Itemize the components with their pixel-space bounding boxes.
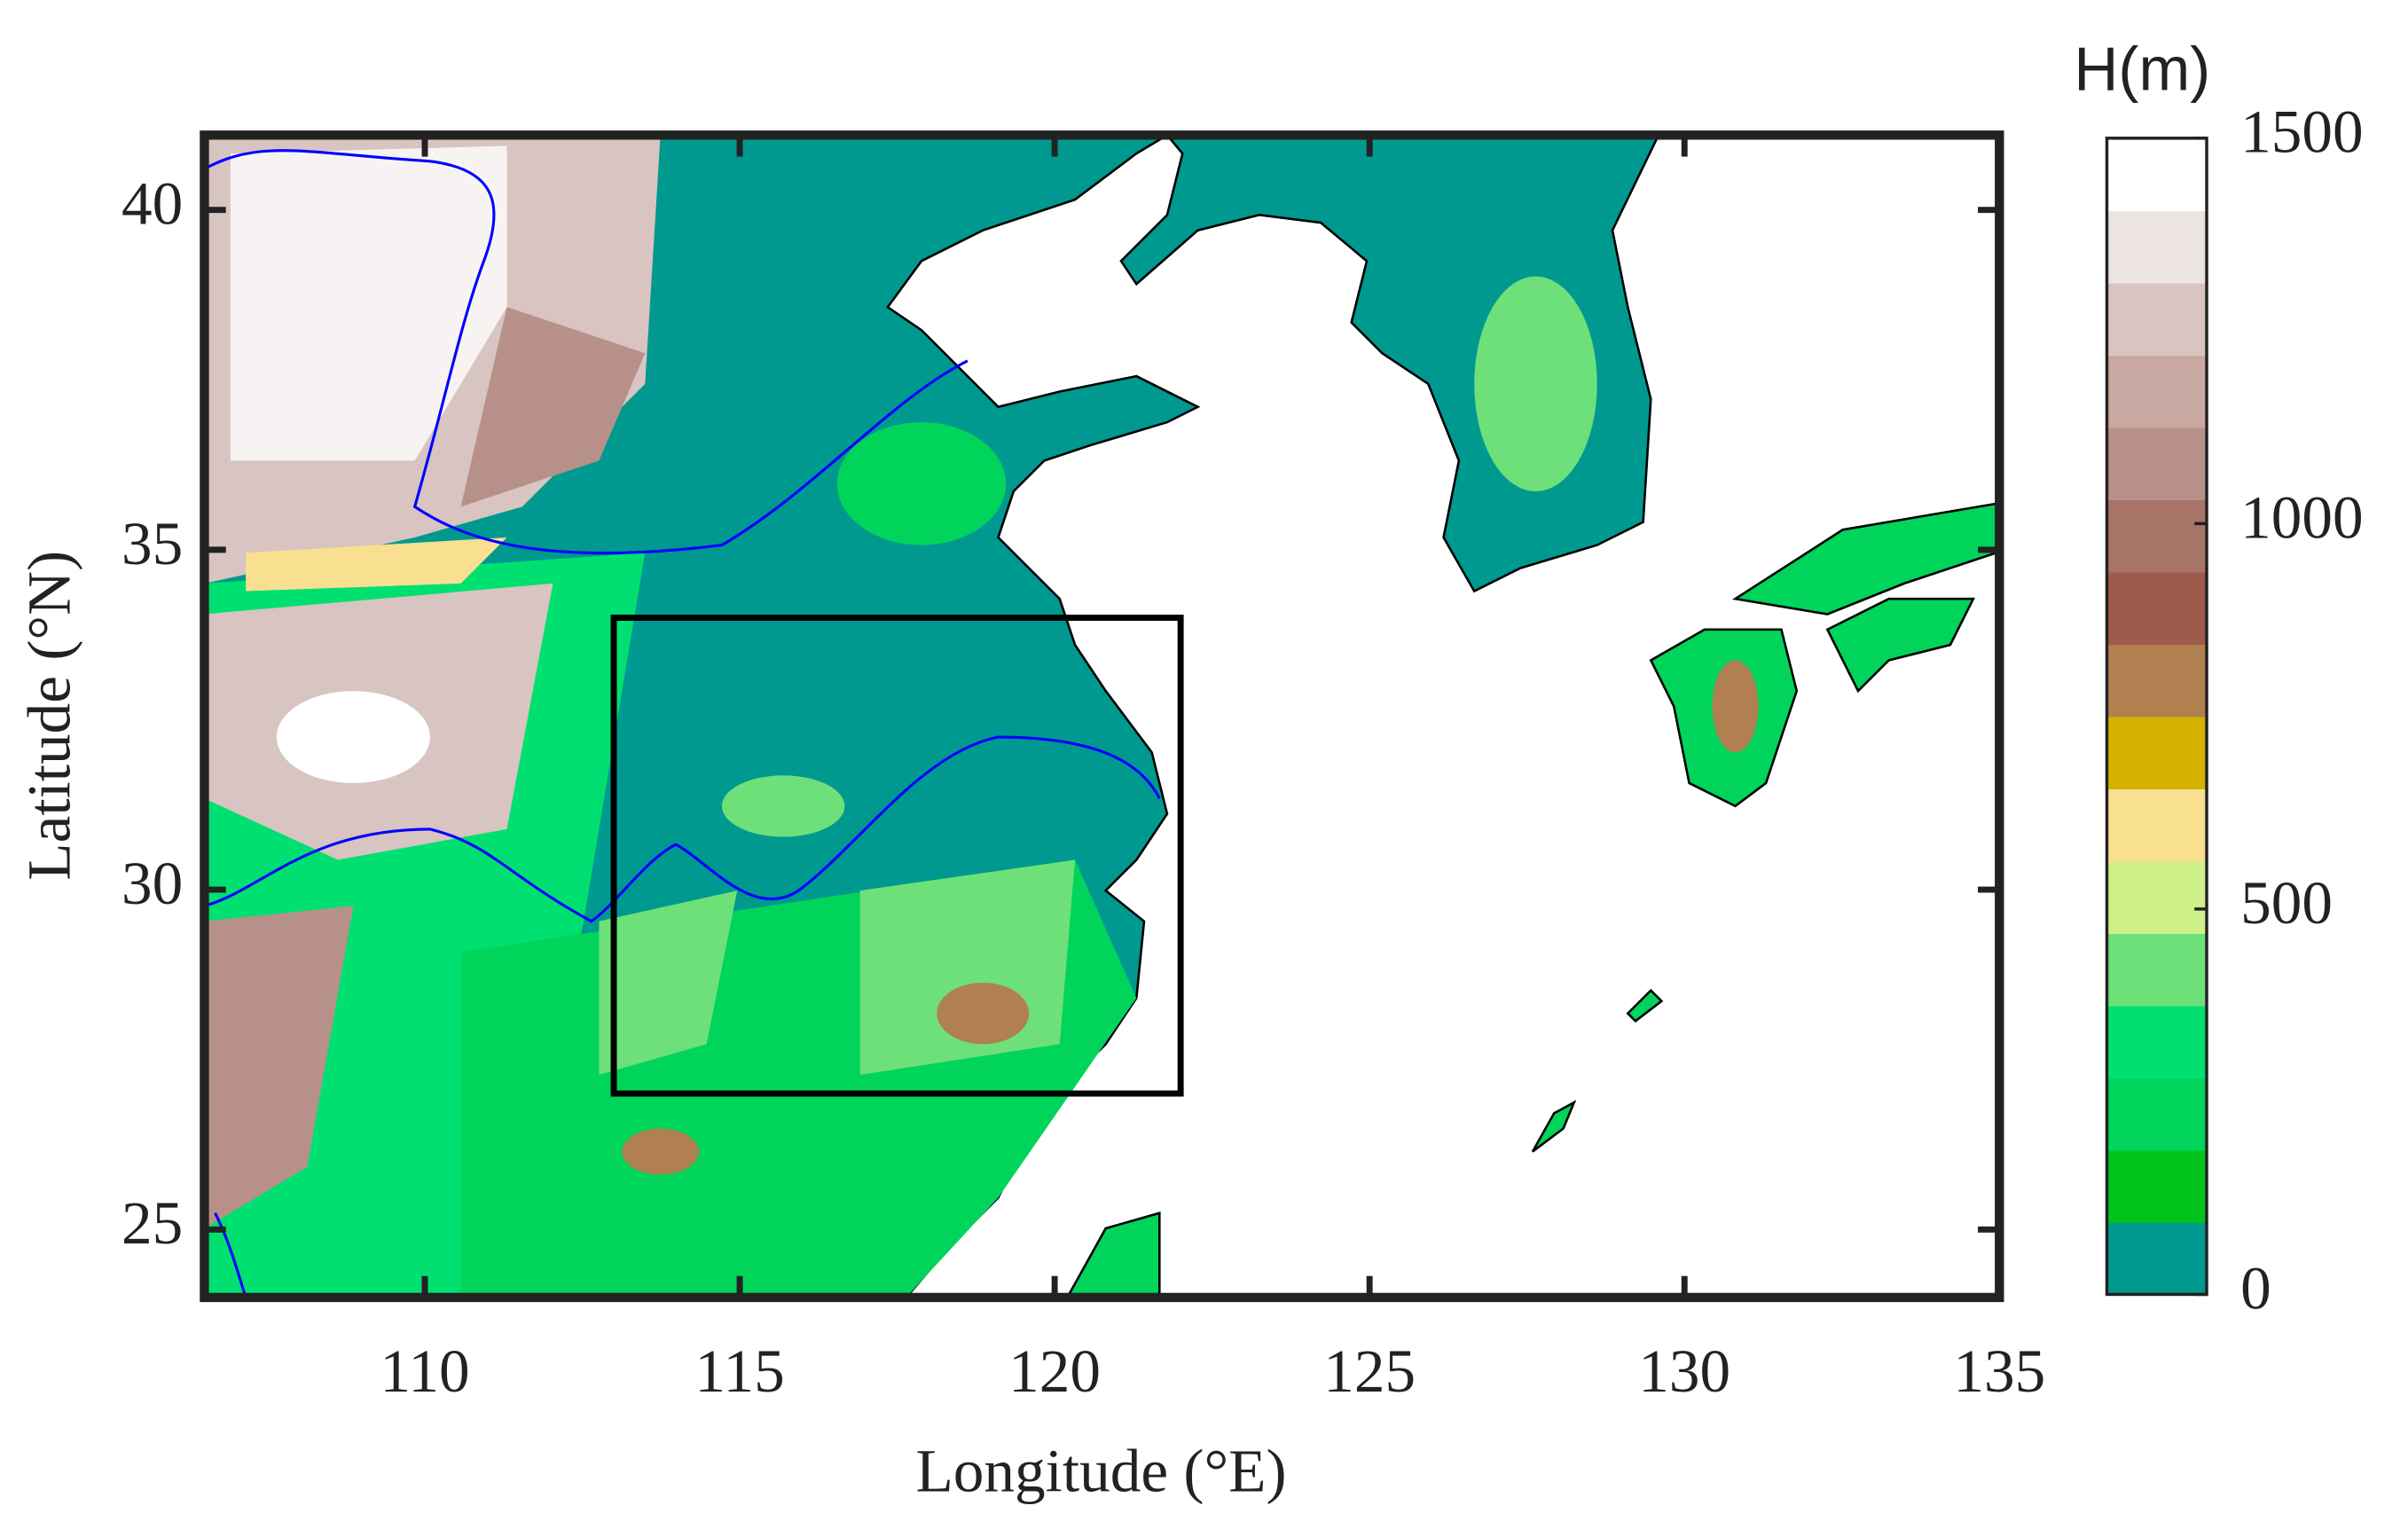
colorbar-tick-label: 1500 [2240,98,2364,166]
island [1531,988,1664,1153]
colorbar-band [2106,1149,2208,1223]
x-tick-label: 135 [1953,1337,2045,1405]
colorbar-band [2106,571,2208,646]
y-tick-label: 35 [122,509,183,577]
y-tick-label: 30 [122,849,183,917]
colorbar-band [2106,644,2208,718]
y-tick-label: 25 [122,1188,183,1257]
colorbar-tick-label: 1000 [2240,482,2364,551]
colorbar-band [2106,933,2208,1007]
colorbar-band [2106,716,2208,789]
colorbar-band [2106,1078,2208,1151]
colorbar-band [2106,860,2208,934]
colorbar-band [2106,282,2208,357]
colorbar-band [2106,1005,2208,1078]
yellow-river [204,149,969,555]
terrain [204,135,1759,1298]
study-box [610,615,1184,1097]
x-tick-label: 110 [380,1337,469,1405]
colorbar-band [2106,137,2208,212]
taiwan [1065,1211,1161,1298]
colorbar-frame [2105,137,2208,1297]
colorbar-band [2106,1221,2208,1296]
shikoku [1825,597,1975,694]
colorbar-band [2106,355,2208,428]
river [214,1212,247,1298]
x-tick-label: 125 [1323,1337,1416,1405]
colorbar-tick-label: 500 [2240,868,2333,937]
x-tick-label: 130 [1638,1337,1730,1405]
colorbar-band [2106,499,2208,573]
plot-frame [200,130,2004,1303]
colorbar-band [2106,210,2208,284]
y-tick-label: 40 [122,169,183,238]
colorbar-band [2106,788,2208,862]
colorbar-tick-label: 0 [2240,1253,2271,1321]
honshu [1731,502,1998,616]
colorbar-band [2106,427,2208,501]
colorbar-label: H(m) [2074,34,2210,103]
yangtze-river [204,735,1161,923]
x-tick-label: 120 [1008,1337,1101,1405]
y-axis-label: Latitude (°N) [14,551,82,881]
x-tick-label: 115 [694,1337,784,1405]
x-axis-label: Longitude (°E) [915,1436,1286,1504]
map [204,135,2000,1298]
